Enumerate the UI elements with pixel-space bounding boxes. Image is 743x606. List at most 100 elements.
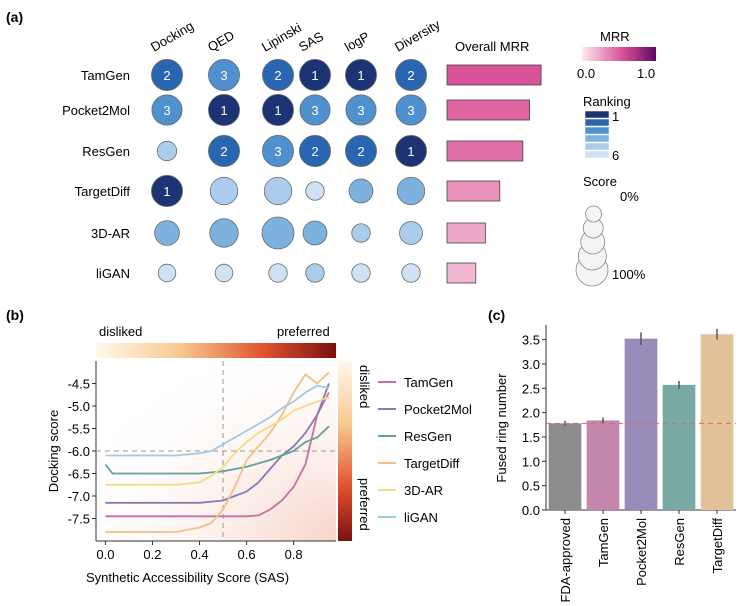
fused-ring-bar-chart: 0.0 0.5 1.0 1.5 2.0 2.5 3.0 3.5 FDA-approved TamG…	[522, 325, 736, 603]
column-header-logp: logP	[342, 29, 372, 55]
ranking-swatch-5	[584, 142, 610, 151]
bubble-rank-label: 3	[357, 103, 364, 118]
bubble-rank-label: 2	[357, 144, 364, 159]
mrr-bar-ligan	[446, 262, 477, 284]
bubble-rank-label: 3	[311, 103, 318, 118]
bubble-pocket2mol-diversity	[395, 94, 427, 126]
bubble-rank-label: 2	[311, 144, 318, 159]
y-tick-label-c: 1.0	[522, 454, 540, 469]
bubble-3d-ar-qed	[209, 218, 239, 248]
row-label-pocket2mol: Pocket2Mol	[62, 103, 130, 118]
y-tick-label-c: 1.5	[522, 430, 540, 445]
ranking-legend-bottom: 6	[612, 148, 619, 163]
bubble-rank-label: 2	[274, 68, 281, 83]
mrr-legend-title: MRR	[600, 29, 630, 44]
preference-gradient-bar-side	[338, 361, 352, 541]
panel-label-b: (b)	[6, 307, 24, 323]
bubble-targetdiff-qed	[209, 176, 239, 206]
bar-fda-approved	[548, 423, 582, 510]
bubble-ligan-qed	[214, 263, 234, 283]
bubble-pocket2mol-lipinski	[262, 94, 294, 126]
series-line-tamgen	[105, 392, 330, 518]
top-bar-right-label: preferred	[277, 324, 330, 339]
mrr-legend-max: 1.0	[637, 66, 655, 81]
bubble-resgen-diversity	[395, 135, 427, 167]
bubble-resgen-qed	[208, 135, 240, 167]
bubble-ligan-logp	[351, 263, 371, 283]
series-line-resgen	[104, 425, 330, 475]
score-legend-min: 0%	[620, 189, 639, 204]
bar-resgen	[662, 384, 696, 510]
ranking-colorbar	[584, 110, 610, 159]
x-tick-label-resgen: ResGen	[672, 518, 687, 566]
mrr-legend-min: 0.0	[577, 66, 595, 81]
side-bar-bottom-label: preferred	[357, 478, 372, 531]
bubble-tamgen-lipinski	[262, 59, 294, 91]
y-tick-label-b: -4.5	[68, 377, 90, 392]
row-label-3d-ar: 3D-AR	[91, 226, 130, 241]
bubble-rank-label: 3	[163, 103, 170, 118]
bubble-pocket2mol-docking	[151, 94, 183, 126]
ranking-swatch-1	[584, 110, 610, 119]
legend-label-tamgen: TamGen	[404, 375, 453, 390]
legend-label-3d-ar: 3D-AR	[404, 483, 443, 498]
panel-label-c: (c)	[488, 307, 505, 323]
bar-tamgen	[586, 420, 620, 510]
x-axis-label-b: Synthetic Accessibility Score (SAS)	[86, 570, 289, 585]
bubble-3d-ar-docking	[154, 220, 180, 246]
bubble-rank-label: 2	[407, 68, 414, 83]
mrr-colorbar	[582, 47, 656, 61]
series-line-ligan	[105, 384, 330, 457]
bubble-3d-ar-lipinski	[261, 216, 295, 250]
y-tick-label-b: -7.0	[68, 489, 90, 504]
side-bar-top-label: disliked	[357, 365, 372, 408]
x-tick-label-b: 0.6	[238, 547, 256, 562]
x-tick-label-b: 0.8	[285, 547, 303, 562]
bar-pocket2mol	[624, 338, 658, 510]
bubble-3d-ar-sas	[302, 220, 328, 246]
ranking-swatch-6	[584, 150, 610, 159]
row-label-resgen: ResGen	[82, 144, 130, 159]
series-lines	[104, 371, 330, 533]
y-tick-label-c: 0.5	[522, 479, 540, 494]
bubble-targetdiff-logp	[348, 178, 374, 204]
bubble-3d-ar-logp	[351, 223, 371, 243]
bubble-targetdiff-docking	[151, 175, 183, 207]
x-tick-label-fda-approved: FDA-approved	[558, 518, 573, 603]
bubble-ligan-lipinski	[268, 263, 288, 283]
bubble-pocket2mol-sas	[299, 94, 331, 126]
legend-label-targetdiff: TargetDiff	[404, 456, 460, 471]
x-tick-label-b: 0.2	[143, 547, 161, 562]
x-tick-label-b: 0.0	[96, 547, 114, 562]
ranking-legend-top: 1	[612, 109, 619, 124]
score-legend-title: Score	[583, 174, 617, 189]
mrr-bar-pocket2mol	[446, 99, 530, 121]
x-tick-label-pocket2mol: Pocket2Mol	[634, 518, 649, 586]
bubble-targetdiff-diversity	[396, 176, 426, 206]
bubble-tamgen-logp	[345, 59, 377, 91]
series-line-pocket2mol	[105, 383, 330, 504]
bubble-resgen-docking	[156, 140, 178, 162]
bubble-targetdiff-sas	[305, 181, 325, 201]
bubble-rank-label: 3	[274, 144, 281, 159]
x-tick-label-targetdiff: TargetDiff	[710, 518, 725, 574]
ranking-swatch-4	[584, 134, 610, 143]
bubble-ligan-diversity	[401, 263, 421, 283]
row-label-targetdiff: TargetDiff	[75, 184, 131, 199]
column-header-lipinski: Lipinski	[259, 20, 304, 55]
ranking-swatch-2	[584, 118, 610, 127]
y-tick-label-c: 2.5	[522, 381, 540, 396]
ranking-swatch-3	[584, 126, 610, 135]
y-tick-label-b: -5.0	[68, 399, 90, 414]
column-header-qed: QED	[205, 28, 237, 55]
legend-label-ligan: liGAN	[404, 510, 438, 525]
bubble-rank-label: 3	[220, 68, 227, 83]
score-legend-max: 100%	[612, 267, 646, 282]
mrr-bar-3d-ar	[446, 222, 486, 244]
bubble-rank-label: 1	[274, 103, 281, 118]
legend-label-pocket2mol: Pocket2Mol	[404, 402, 472, 417]
x-tick-label-b: 0.4	[190, 547, 208, 562]
mrr-bar-tamgen	[446, 64, 542, 86]
bubble-targetdiff-lipinski	[263, 176, 293, 206]
